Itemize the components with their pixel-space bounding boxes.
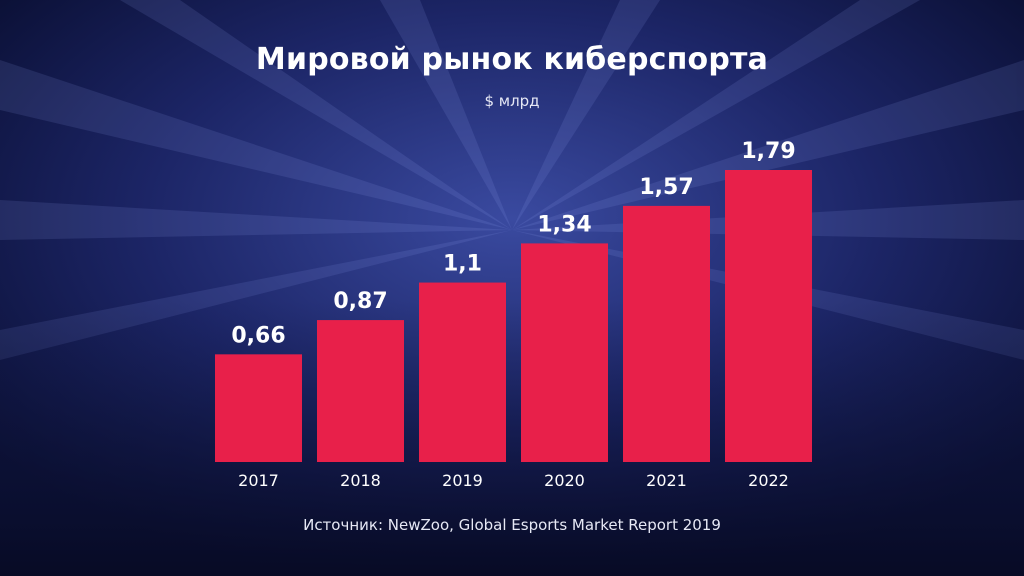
value-label-2021: 1,57 [639,175,693,200]
value-label-2017: 0,66 [231,323,285,348]
source-note: Источник: NewZoo, Global Esports Market … [303,516,721,534]
value-label-2022: 1,79 [741,139,795,164]
x-tick-2019: 2019 [442,471,483,490]
bar-2021 [623,205,710,462]
x-tick-2020: 2020 [544,471,585,490]
value-label-2019: 1,1 [443,252,482,277]
value-label-2018: 0,87 [333,289,387,314]
bar-2020 [521,243,608,462]
chart-title: Мировой рынок киберспорта [255,42,769,77]
value-label-2020: 1,34 [537,212,591,237]
bar-2022 [725,170,812,462]
bar-2017 [215,354,302,462]
x-tick-2018: 2018 [340,471,381,490]
x-tick-2022: 2022 [748,471,789,490]
x-tick-2017: 2017 [238,471,279,490]
chart-subtitle: $ млрд [484,92,540,110]
bar-2019 [419,282,506,462]
x-tick-2021: 2021 [646,471,687,490]
bar-2018 [317,320,404,462]
